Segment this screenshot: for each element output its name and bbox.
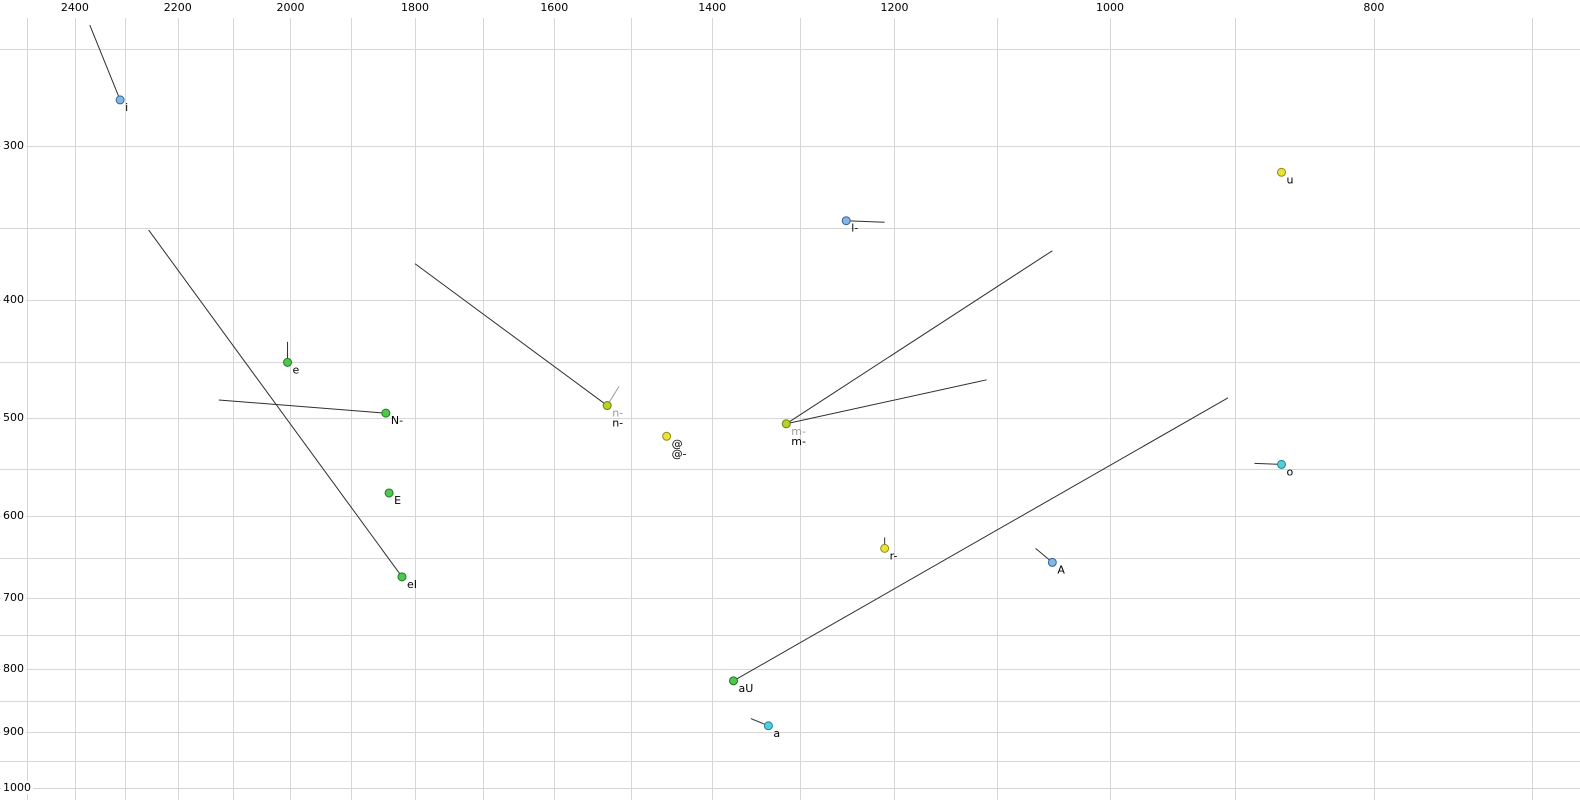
- vowel-label: a: [773, 727, 780, 740]
- trajectory-line: [733, 397, 1229, 682]
- trajectory-line: [89, 24, 121, 101]
- vowel-point[interactable]: [880, 543, 890, 553]
- vowel-point[interactable]: [397, 572, 407, 582]
- y-axis-tick-label: 900: [1, 724, 26, 738]
- y-axis-tick-label: 400: [1, 292, 26, 306]
- vowel-point[interactable]: [1276, 167, 1286, 177]
- trajectory-line: [846, 220, 885, 223]
- vowel-label: i: [125, 101, 128, 114]
- vowel-point[interactable]: [283, 357, 293, 367]
- y-axis-tick-label: 1000: [1, 780, 33, 794]
- vowel-label: A: [1057, 563, 1065, 576]
- vowel-point[interactable]: [384, 488, 394, 498]
- y-axis-tick-label: 600: [1, 508, 26, 522]
- x-axis-tick-label: 800: [1363, 1, 1385, 14]
- vowel-point[interactable]: [1047, 557, 1057, 567]
- trajectory-line: [148, 229, 403, 578]
- vowel-label: E: [394, 494, 401, 507]
- x-axis-tick-label: 2400: [60, 1, 89, 14]
- vowel-label: u: [1286, 173, 1293, 186]
- x-axis-tick-label: 1400: [698, 1, 727, 14]
- vowel-label: l-: [851, 222, 858, 235]
- vowel-label: n-: [612, 407, 623, 420]
- vowel-label: aU: [739, 682, 754, 695]
- vowel-label: n-: [612, 417, 623, 430]
- vowel-point[interactable]: [763, 721, 773, 731]
- trajectory-line: [414, 263, 608, 406]
- x-axis-tick-label: 1800: [401, 1, 430, 14]
- x-axis-tick-label: 1000: [1096, 1, 1125, 14]
- vowel-point[interactable]: [841, 216, 851, 226]
- vowel-label: o: [1286, 465, 1293, 478]
- vowel-point[interactable]: [115, 95, 125, 105]
- vowel-point[interactable]: [662, 431, 672, 441]
- x-axis-tick-label: 1600: [540, 1, 569, 14]
- vowel-label: m-: [791, 425, 806, 438]
- trajectory-line: [218, 399, 386, 414]
- y-axis-tick-label: 800: [1, 661, 26, 675]
- vowel-point[interactable]: [1276, 459, 1286, 469]
- y-axis-tick-label: 300: [1, 139, 26, 153]
- vowel-label: @-: [672, 447, 687, 460]
- vowel-label: N-: [391, 414, 403, 427]
- y-axis-tick-label: 700: [1, 590, 26, 604]
- x-axis-tick-label: 1200: [880, 1, 909, 14]
- vowel-label: e: [293, 363, 300, 376]
- trajectory-line: [785, 250, 1053, 425]
- trajectory-line: [1254, 462, 1282, 465]
- x-axis-tick-label: 2000: [276, 1, 305, 14]
- trajectory-line: [786, 379, 987, 425]
- vowel-label: @: [672, 437, 683, 450]
- vowel-point[interactable]: [381, 408, 391, 418]
- vowel-point[interactable]: [602, 401, 612, 411]
- vowel-point[interactable]: [781, 419, 791, 429]
- y-axis-tick-label: 500: [1, 411, 26, 425]
- vowel-point[interactable]: [729, 676, 739, 686]
- vowel-label: eI: [407, 578, 417, 591]
- x-axis-tick-label: 2200: [163, 1, 192, 14]
- vowel-label: r-: [890, 549, 898, 562]
- vowel-label: m-: [791, 435, 806, 448]
